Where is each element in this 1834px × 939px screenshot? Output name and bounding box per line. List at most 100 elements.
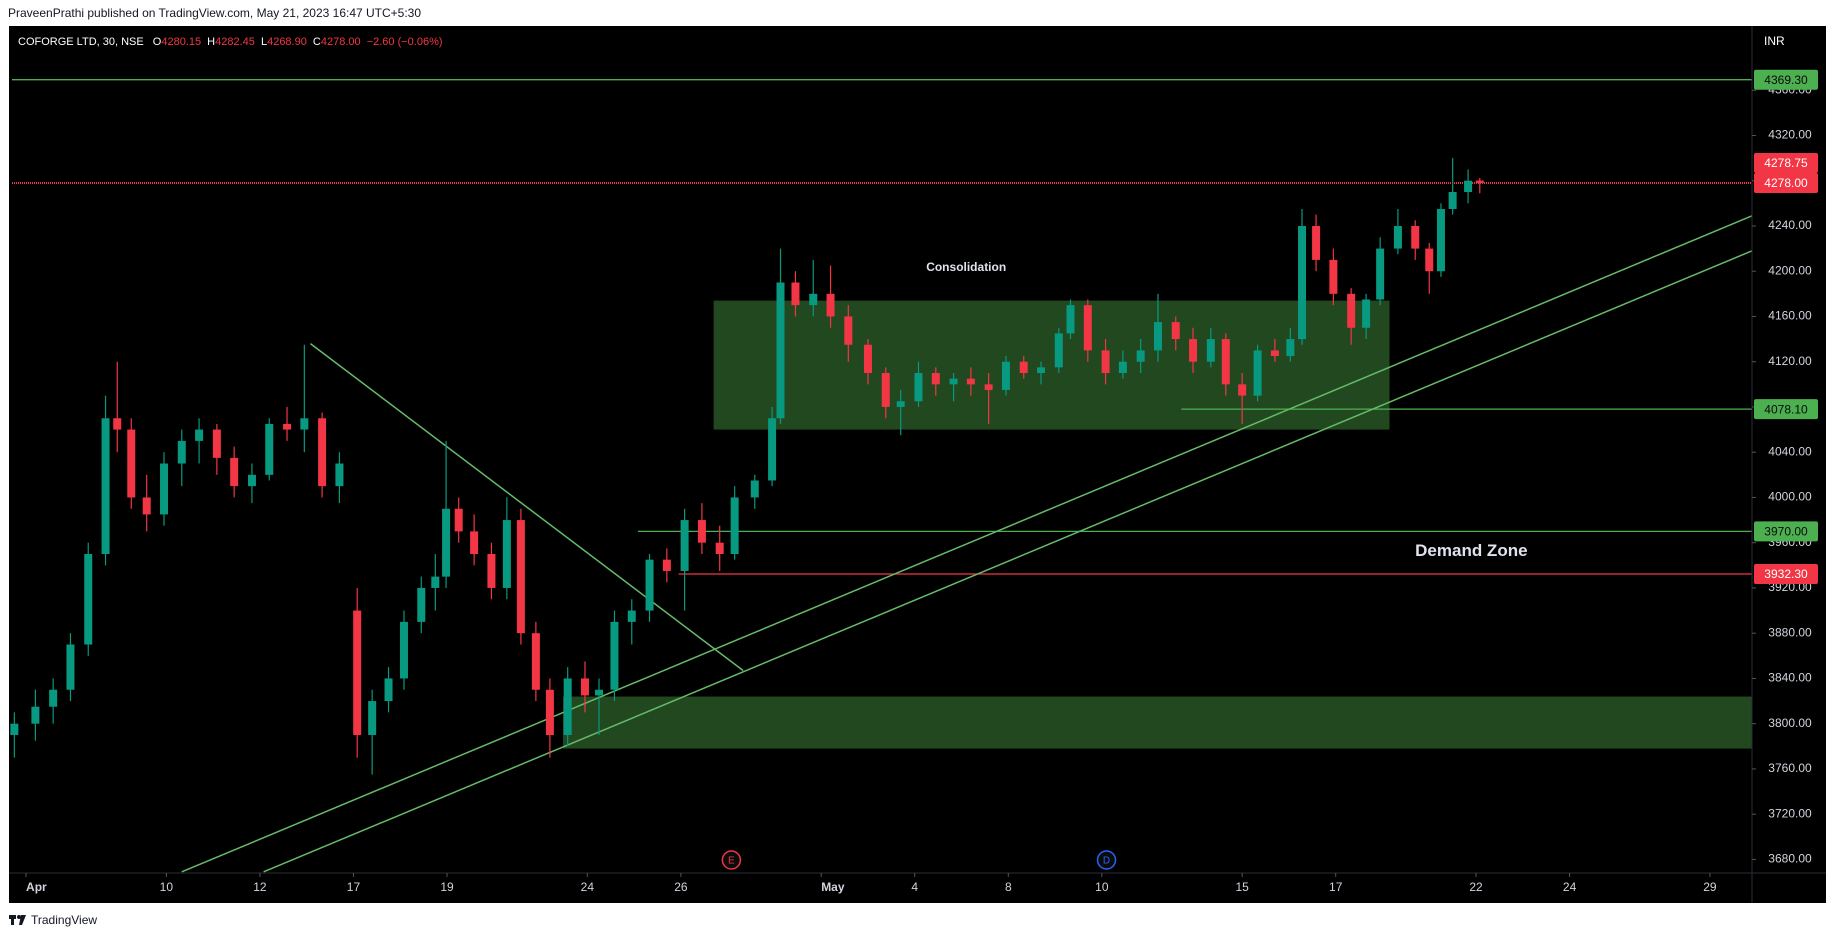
candle-body xyxy=(142,497,151,515)
x-tick-label: 19 xyxy=(440,880,454,894)
candle-body xyxy=(580,678,589,696)
candle-body xyxy=(531,633,540,690)
price-label: 3970.00 xyxy=(1764,525,1808,539)
candle-body xyxy=(1376,248,1385,300)
candle-body xyxy=(610,621,619,690)
candle-body xyxy=(368,701,377,735)
y-tick-label: 4040.00 xyxy=(1768,444,1812,458)
event-label: D xyxy=(1103,856,1110,867)
ohlc-key: H xyxy=(207,36,215,48)
candle-body xyxy=(454,508,463,532)
candle-body xyxy=(931,373,940,385)
candle-body xyxy=(31,706,40,724)
y-tick-label: 3840.00 xyxy=(1768,671,1812,685)
y-tick-label: 4320.00 xyxy=(1768,128,1812,142)
currency: INR xyxy=(1764,34,1785,48)
candle-body xyxy=(399,621,408,679)
publish-header: PraveenPrathi published on TradingView.c… xyxy=(8,6,421,20)
price-label-box xyxy=(1754,172,1818,193)
candle-body xyxy=(776,282,785,419)
candle-body xyxy=(1464,180,1473,193)
candle-body xyxy=(1118,361,1127,374)
y-tick-label: 3880.00 xyxy=(1768,625,1812,639)
logo-part xyxy=(19,915,26,925)
candle-body xyxy=(863,344,872,374)
trendline xyxy=(263,250,1753,873)
price-label-box xyxy=(1754,399,1818,420)
candle-body xyxy=(265,423,274,475)
candle-body xyxy=(984,384,993,390)
x-tick-label: 15 xyxy=(1235,880,1249,894)
price-label: 4369.30 xyxy=(1764,73,1808,87)
trendline xyxy=(309,343,744,672)
candle-body xyxy=(335,463,344,487)
candle-body xyxy=(502,520,511,588)
candle-body xyxy=(1001,361,1010,390)
x-tick-label: 4 xyxy=(911,880,918,894)
y-tick-label: 4160.00 xyxy=(1768,309,1812,323)
zone xyxy=(563,696,1752,749)
candle-body xyxy=(1054,333,1063,368)
candle-body xyxy=(1329,259,1338,294)
ohlc-value: 4280.15 xyxy=(161,36,201,48)
x-tick-label: May xyxy=(821,880,845,894)
candle-body xyxy=(195,429,204,441)
candle-body xyxy=(914,373,923,402)
event-label: E xyxy=(728,856,735,867)
candle-body xyxy=(318,418,327,487)
candle-body xyxy=(230,457,239,487)
candle-body xyxy=(595,689,604,696)
candle-body xyxy=(127,429,136,498)
symbol: COFORGE LTD, 30, NSE xyxy=(18,36,144,48)
candle-body xyxy=(212,429,221,458)
x-tick-label: 29 xyxy=(1703,880,1717,894)
annotation: Consolidation xyxy=(926,260,1006,274)
candle-body xyxy=(487,554,496,588)
candle-body xyxy=(627,610,636,622)
ohlc-value: 4282.45 xyxy=(215,36,255,48)
candle-body xyxy=(768,418,777,481)
zone xyxy=(713,300,1390,430)
candle-body xyxy=(1393,225,1402,249)
x-tick-label: 10 xyxy=(1095,880,1109,894)
y-tick-label: 4200.00 xyxy=(1768,263,1812,277)
chart-background xyxy=(9,26,1826,903)
candle-body xyxy=(1153,322,1162,351)
ohlc-key: C xyxy=(313,36,321,48)
candle-body xyxy=(442,508,451,577)
candle-body xyxy=(791,282,800,306)
candle-body xyxy=(1019,361,1028,374)
candle-body xyxy=(417,587,426,622)
candle-body xyxy=(1171,322,1180,340)
y-tick-label: 4000.00 xyxy=(1768,490,1812,504)
x-tick-label: Apr xyxy=(26,880,47,894)
candle-body xyxy=(826,293,835,317)
candle-body xyxy=(1312,225,1321,260)
logo-part xyxy=(11,915,14,925)
candle-body xyxy=(1298,225,1307,340)
candle-body xyxy=(10,723,19,735)
candle-body xyxy=(645,559,654,611)
x-tick-label: 17 xyxy=(1329,880,1343,894)
candle-body xyxy=(715,542,724,555)
candle-body xyxy=(1270,350,1279,357)
candle-body xyxy=(680,520,689,571)
candle-body xyxy=(1425,248,1434,272)
candle-body xyxy=(844,316,853,345)
candle-body xyxy=(1475,180,1484,183)
footer-logo xyxy=(9,915,26,925)
footer-brand: TradingView xyxy=(31,913,97,927)
x-tick-label: 17 xyxy=(347,880,361,894)
price-label-box xyxy=(1754,521,1818,542)
candle-body xyxy=(177,440,186,464)
price-label-box xyxy=(1754,152,1818,173)
candle-body xyxy=(1253,350,1262,396)
candle-body xyxy=(49,689,58,707)
candle-body xyxy=(662,559,671,571)
candle-body xyxy=(1347,293,1356,328)
candle-body xyxy=(1411,225,1420,249)
candle-body xyxy=(881,373,890,407)
candle-body xyxy=(300,418,309,430)
candle-body xyxy=(353,610,362,735)
